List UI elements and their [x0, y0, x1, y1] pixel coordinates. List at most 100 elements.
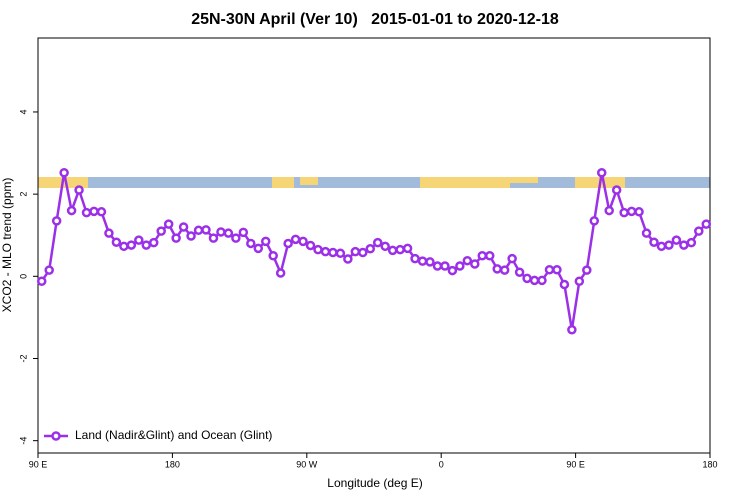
data-point — [253, 243, 264, 254]
data-point — [193, 225, 204, 236]
data-point — [81, 207, 92, 218]
data-point — [686, 237, 697, 248]
data-point — [163, 219, 174, 229]
data-point — [447, 265, 458, 276]
data-point — [477, 251, 488, 261]
data-point — [59, 168, 69, 178]
data-point — [507, 253, 517, 264]
data-point — [402, 243, 413, 254]
data-point — [111, 237, 122, 247]
data-point — [552, 264, 562, 275]
data-point — [246, 238, 256, 249]
plot-frame — [37, 37, 711, 454]
x-tick-label: 90 E — [29, 459, 48, 469]
data-point — [350, 246, 361, 257]
data-point — [283, 238, 293, 249]
data-point — [328, 247, 338, 258]
data-point — [470, 259, 480, 269]
data-point — [559, 279, 570, 290]
data-point — [171, 233, 181, 243]
data-point — [656, 241, 667, 252]
data-point — [619, 207, 629, 218]
data-point — [589, 216, 600, 226]
data-point — [134, 235, 144, 245]
data-point — [36, 276, 47, 286]
data-point — [178, 222, 189, 232]
data-point — [649, 237, 659, 247]
y-tick-label: 2 — [18, 192, 28, 197]
data-point — [223, 228, 234, 238]
x-tick-label: 90 W — [296, 459, 318, 469]
data-point — [365, 244, 376, 254]
data-point — [298, 236, 308, 247]
data-point — [626, 206, 637, 217]
data-point — [335, 248, 346, 259]
data-point — [596, 168, 607, 178]
data-point — [119, 241, 129, 252]
data-point — [611, 185, 622, 195]
data-point — [395, 244, 405, 255]
data-point — [537, 275, 547, 286]
legend-label: Land (Nadir&Glint) and Ocean (Glint) — [75, 428, 272, 442]
data-point — [51, 216, 62, 226]
data-point — [156, 226, 166, 236]
data-point — [44, 265, 54, 275]
legend-marker — [51, 431, 61, 441]
data-point — [260, 236, 271, 247]
data-point — [305, 240, 316, 251]
data-point — [216, 227, 226, 237]
data-point — [275, 268, 286, 278]
data-point — [634, 207, 644, 217]
data-point — [671, 235, 682, 245]
data-point — [432, 261, 443, 271]
data-point — [96, 207, 107, 217]
y-tick-label: 0 — [18, 274, 28, 279]
data-point — [104, 228, 114, 238]
x-tick-label: 180 — [702, 459, 717, 469]
y-tick-label: -2 — [18, 354, 28, 362]
data-point — [290, 234, 301, 245]
data-point — [74, 185, 84, 195]
data-point — [201, 225, 211, 235]
y-axis-label: XCO2 - MLO trend (ppm) — [0, 178, 14, 313]
land-ocean-strip — [38, 177, 710, 188]
data-point — [484, 251, 495, 261]
data-point — [567, 324, 577, 335]
x-axis-label: Longitude (deg E) — [327, 476, 422, 490]
data-point — [679, 240, 689, 250]
data-point — [522, 273, 532, 284]
data-point — [604, 205, 614, 216]
data-point — [574, 276, 585, 286]
data-point — [66, 205, 77, 216]
data-point — [544, 264, 555, 275]
data-point — [89, 206, 99, 217]
data-point — [701, 219, 712, 229]
data-point — [455, 261, 465, 271]
data-point — [313, 244, 323, 255]
data-point — [358, 247, 368, 258]
data-point — [582, 265, 592, 275]
chart-title: 25N-30N April (Ver 10) 2015-01-01 to 202… — [191, 11, 559, 28]
data-point — [462, 255, 473, 266]
data-point — [372, 237, 383, 248]
data-point — [492, 264, 502, 274]
data-point — [186, 231, 196, 241]
data-point — [641, 228, 652, 238]
data-point — [238, 227, 249, 238]
data-point — [425, 257, 435, 267]
x-tick-label: 180 — [165, 459, 180, 469]
data-point — [410, 253, 420, 264]
data-point — [664, 240, 674, 250]
data-point — [343, 254, 353, 264]
data-point — [380, 241, 390, 252]
y-tick-label: -4 — [18, 437, 28, 445]
data-point — [148, 237, 159, 248]
data-point — [320, 246, 331, 257]
y-tick-label: 4 — [18, 109, 28, 114]
data-point — [268, 251, 278, 261]
data-point — [514, 267, 525, 277]
data-point — [231, 233, 241, 243]
data-point — [529, 275, 540, 286]
data-point — [440, 261, 450, 271]
